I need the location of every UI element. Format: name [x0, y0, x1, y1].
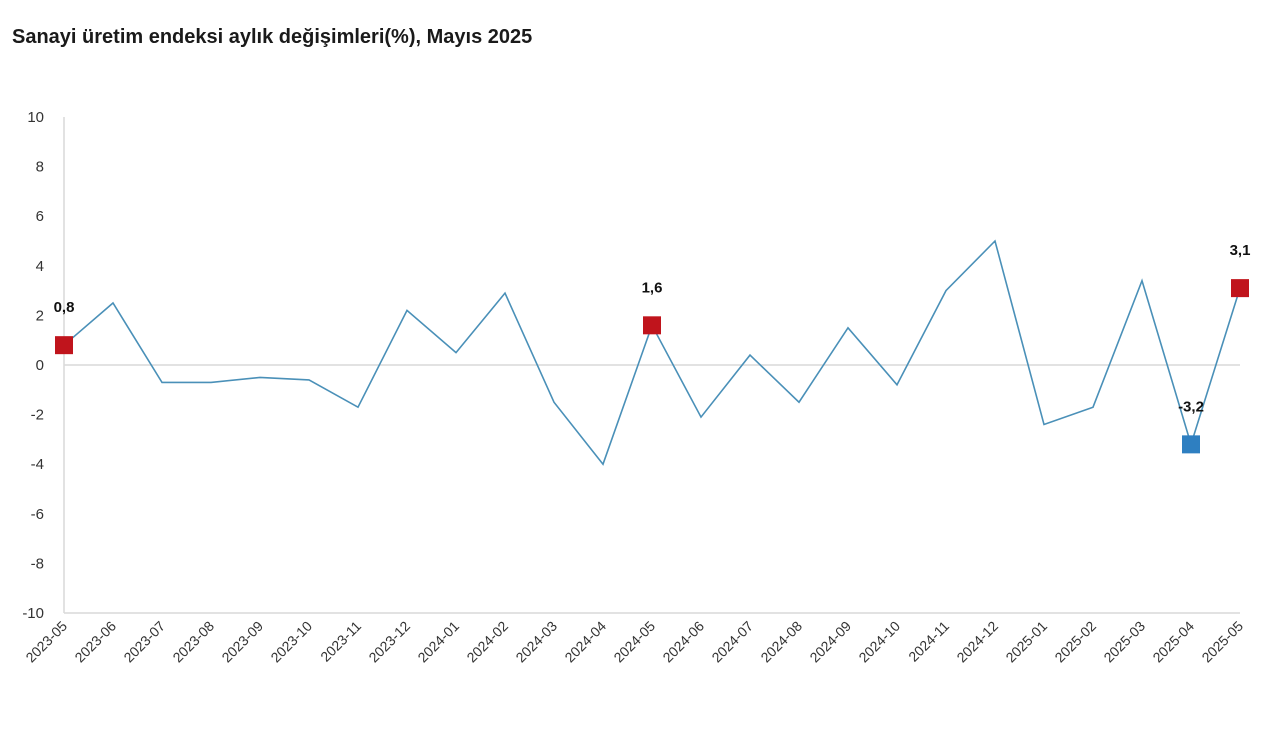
x-tick-label: 2023-07	[120, 618, 168, 666]
x-tick-label: 2023-11	[317, 618, 364, 665]
data-label: 1,6	[642, 279, 663, 296]
x-tick-label: 2024-09	[806, 618, 854, 666]
x-tick-label: 2024-02	[463, 618, 511, 666]
data-series	[63, 239, 1241, 466]
x-tick-label: 2024-04	[561, 618, 609, 666]
x-tick-label: 2025-01	[1002, 618, 1050, 666]
x-axis-ticks: 2023-05 2023-06 2023-07 2023-08 2023-09 2023-…	[22, 618, 1246, 666]
y-tick-label: -4	[31, 456, 44, 473]
x-tick-label: 2023-12	[365, 618, 413, 666]
data-label: 0,8	[54, 299, 75, 316]
x-tick-label: 2024-10	[855, 618, 903, 666]
x-tick-label: 2023-09	[218, 618, 266, 666]
data-labels: 0,8 1,6 -3,2 3,1	[54, 242, 1251, 415]
y-tick-label: -10	[22, 605, 44, 622]
x-tick-label: 2023-10	[267, 618, 315, 666]
x-tick-label: 2024-06	[659, 618, 707, 666]
x-tick-label: 2025-04	[1149, 618, 1197, 666]
highlight-markers	[55, 279, 1249, 454]
x-tick-label: 2024-08	[757, 618, 805, 666]
y-tick-label: -8	[31, 555, 44, 572]
highlight-marker	[643, 316, 661, 335]
data-label: 3,1	[1230, 242, 1251, 259]
data-label: -3,2	[1178, 398, 1204, 415]
x-tick-label: 2024-01	[414, 618, 462, 666]
x-tick-label: 2025-05	[1198, 618, 1246, 666]
x-tick-label: 2023-06	[71, 618, 119, 666]
x-tick-label: 2023-05	[22, 618, 70, 666]
chart-title: Sanayi üretim endeksi aylık değişimleri(…	[12, 26, 533, 48]
y-tick-label: -2	[31, 407, 44, 424]
y-tick-label: 8	[36, 159, 44, 176]
y-tick-label: 0	[36, 357, 44, 374]
x-tick-label: 2025-02	[1051, 618, 1099, 666]
y-tick-label: 4	[36, 258, 44, 275]
x-tick-label: 2024-05	[610, 618, 658, 666]
y-tick-label: 2	[36, 307, 44, 324]
x-tick-label: 2024-03	[512, 618, 560, 666]
chart-axes	[63, 117, 1240, 614]
highlight-marker	[1182, 435, 1200, 454]
y-tick-label: -6	[31, 506, 44, 523]
y-tick-label: 10	[27, 109, 44, 126]
x-tick-label: 2024-11	[905, 618, 952, 665]
x-tick-label: 2025-03	[1100, 618, 1148, 666]
x-tick-label: 2024-12	[953, 618, 1001, 666]
y-tick-label: 6	[36, 208, 44, 225]
series-line	[63, 239, 1241, 466]
x-tick-label: 2024-07	[708, 618, 756, 666]
y-axis-ticks: 10 8 6 4 2 0 -2 -4 -6 -8 -10	[22, 109, 44, 622]
highlight-marker	[1231, 279, 1249, 298]
highlight-marker	[55, 336, 73, 355]
x-tick-label: 2023-08	[169, 618, 217, 666]
